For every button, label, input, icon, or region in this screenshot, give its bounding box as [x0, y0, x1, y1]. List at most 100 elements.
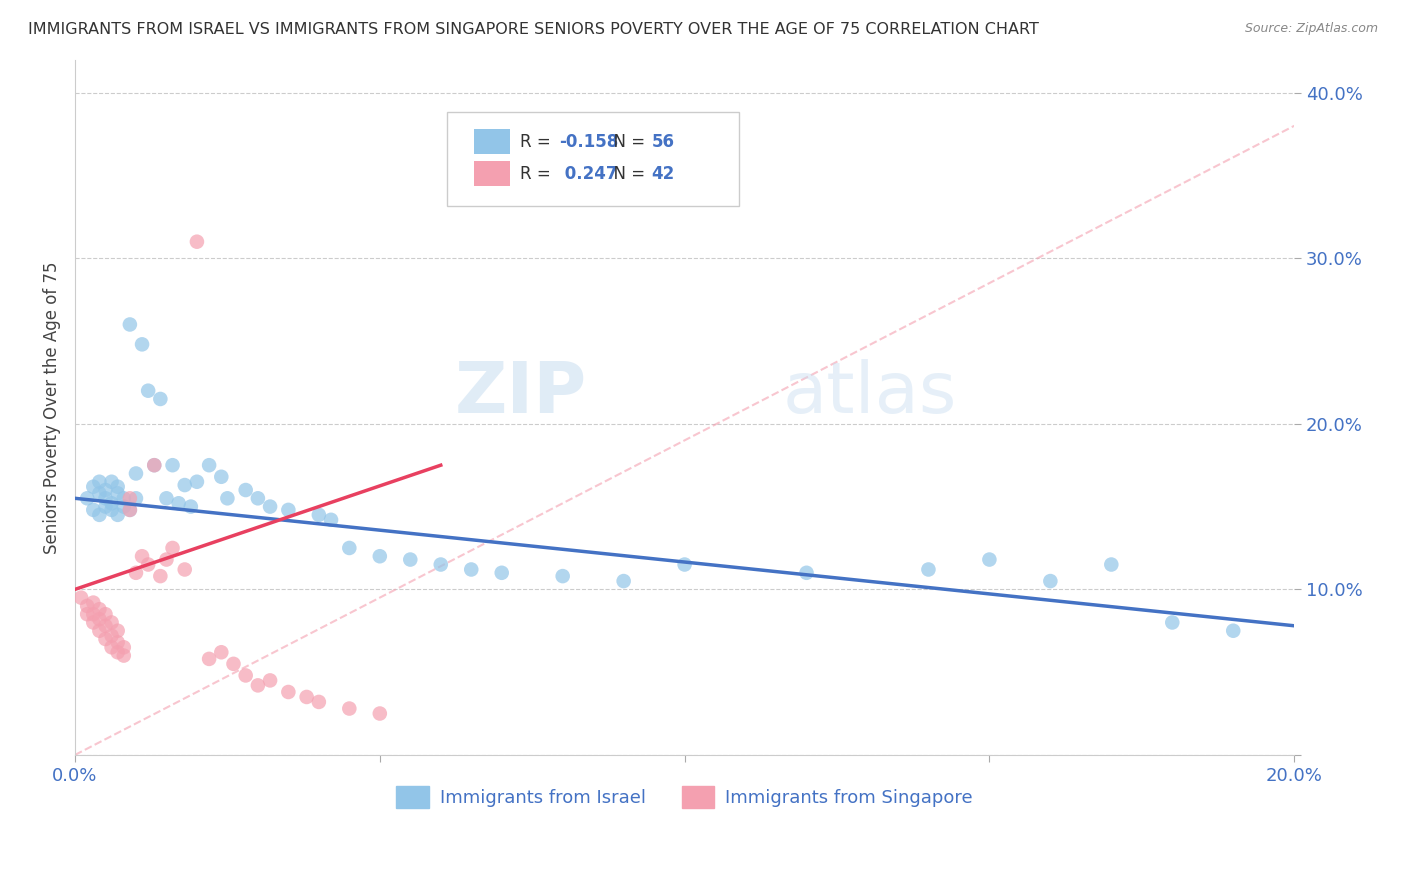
Point	[162, 458, 184, 473]
Point	[173, 562, 195, 576]
Text: R =: R =	[520, 133, 555, 151]
Point	[89, 475, 111, 489]
Point	[337, 541, 360, 555]
Point	[143, 458, 166, 473]
Point	[136, 384, 159, 398]
Point	[277, 685, 299, 699]
Point	[149, 392, 172, 406]
Point	[259, 673, 281, 688]
Text: N =: N =	[603, 133, 651, 151]
Text: R =: R =	[520, 165, 555, 183]
Point	[94, 491, 117, 506]
Point	[155, 491, 177, 506]
Point	[112, 491, 135, 506]
Point	[209, 470, 232, 484]
FancyBboxPatch shape	[447, 112, 740, 206]
Point	[136, 558, 159, 572]
Point	[89, 486, 111, 500]
Point	[94, 500, 117, 514]
Point	[162, 541, 184, 555]
Point	[796, 566, 818, 580]
Point	[368, 549, 391, 564]
Point	[107, 486, 129, 500]
Point	[295, 690, 318, 704]
Text: atlas: atlas	[782, 359, 956, 428]
Text: 56: 56	[652, 133, 675, 151]
Point	[76, 491, 98, 506]
Point	[173, 478, 195, 492]
Point	[368, 706, 391, 721]
Point	[979, 552, 1001, 566]
Point	[89, 508, 111, 522]
Point	[131, 549, 153, 564]
Text: N =: N =	[603, 165, 651, 183]
Point	[94, 632, 117, 646]
Point	[82, 503, 104, 517]
Point	[82, 480, 104, 494]
Point	[217, 491, 239, 506]
Point	[112, 648, 135, 663]
Point	[89, 612, 111, 626]
Point	[209, 645, 232, 659]
Point	[186, 475, 208, 489]
Point	[118, 491, 141, 506]
Point	[180, 500, 202, 514]
Text: ZIP: ZIP	[454, 359, 588, 428]
Point	[107, 624, 129, 638]
Point	[551, 569, 574, 583]
Point	[277, 503, 299, 517]
Y-axis label: Seniors Poverty Over the Age of 75: Seniors Poverty Over the Age of 75	[44, 261, 60, 554]
Point	[100, 475, 122, 489]
Point	[125, 491, 148, 506]
Point	[100, 640, 122, 655]
Text: 0.247: 0.247	[560, 165, 617, 183]
Point	[308, 508, 330, 522]
Point	[198, 652, 221, 666]
Point	[491, 566, 513, 580]
Point	[613, 574, 636, 588]
Point	[100, 615, 122, 630]
Text: Source: ZipAtlas.com: Source: ZipAtlas.com	[1244, 22, 1378, 36]
Point	[112, 500, 135, 514]
Point	[917, 562, 939, 576]
Point	[673, 558, 696, 572]
Point	[118, 503, 141, 517]
Text: 42: 42	[652, 165, 675, 183]
Point	[308, 695, 330, 709]
Point	[94, 483, 117, 497]
Point	[100, 629, 122, 643]
Point	[107, 645, 129, 659]
Point	[107, 508, 129, 522]
Point	[222, 657, 245, 671]
Point	[460, 562, 482, 576]
Point	[112, 640, 135, 655]
Point	[1099, 558, 1122, 572]
Point	[259, 500, 281, 514]
Point	[89, 602, 111, 616]
Point	[76, 607, 98, 622]
Point	[235, 668, 257, 682]
Point	[118, 318, 141, 332]
Point	[149, 569, 172, 583]
Point	[100, 496, 122, 510]
Point	[198, 458, 221, 473]
Point	[399, 552, 422, 566]
Point	[125, 467, 148, 481]
Point	[118, 503, 141, 517]
Point	[107, 480, 129, 494]
Point	[1161, 615, 1184, 630]
Point	[100, 503, 122, 517]
Point	[167, 496, 190, 510]
Point	[82, 615, 104, 630]
Point	[143, 458, 166, 473]
Point	[1222, 624, 1244, 638]
Point	[82, 607, 104, 622]
Text: -0.158: -0.158	[560, 133, 619, 151]
Point	[76, 599, 98, 613]
Point	[235, 483, 257, 497]
Point	[107, 635, 129, 649]
Point	[89, 624, 111, 638]
Bar	[474, 161, 510, 186]
Point	[131, 337, 153, 351]
Point	[82, 596, 104, 610]
